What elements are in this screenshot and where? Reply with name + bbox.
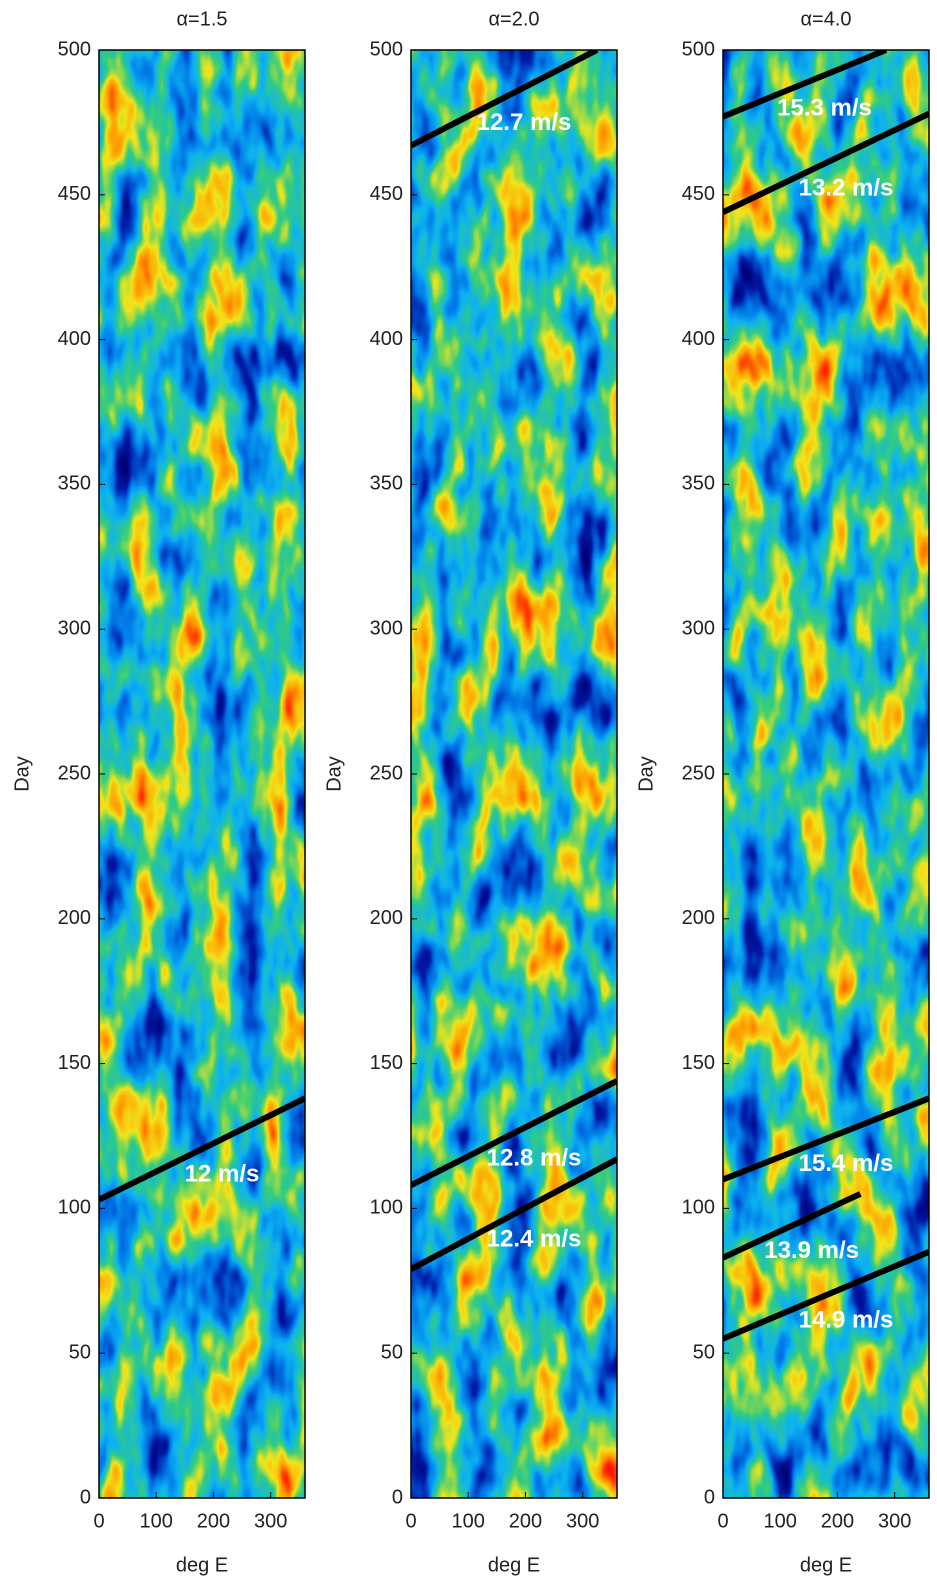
trend-line: [723, 1249, 929, 1342]
annotation-layer: 12 m/s: [99, 1095, 305, 1203]
y-tick-label: 250: [682, 762, 715, 784]
y-tick-label: 0: [704, 1486, 715, 1508]
x-tick-label: 300: [878, 1510, 911, 1532]
y-tick-label: 50: [693, 1341, 715, 1363]
speed-label: 12.8 m/s: [487, 1144, 582, 1171]
y-axis-label: Day: [635, 756, 657, 792]
y-tick-label: 100: [370, 1197, 403, 1219]
y-tick-label: 450: [58, 183, 91, 205]
panel-title: α=2.0: [488, 8, 539, 30]
y-tick-label: 100: [58, 1197, 91, 1219]
x-tick-label: 200: [821, 1510, 854, 1532]
y-tick-label: 0: [392, 1486, 403, 1508]
y-tick-label: 300: [370, 617, 403, 639]
speed-label: 15.3 m/s: [777, 95, 872, 122]
y-tick-label: 400: [58, 328, 91, 350]
x-axis-label: deg E: [800, 1554, 852, 1576]
trend-line: [99, 1095, 305, 1203]
heatmap-field: [411, 50, 617, 1498]
y-tick-label: 150: [682, 1052, 715, 1074]
y-tick-label: 450: [370, 183, 403, 205]
x-axis-label: deg E: [176, 1554, 228, 1576]
y-tick-label: 400: [682, 328, 715, 350]
y-tick-label: 250: [58, 762, 91, 784]
y-tick-label: 500: [58, 38, 91, 60]
y-tick-label: 350: [682, 473, 715, 495]
speed-label: 13.9 m/s: [764, 1237, 859, 1264]
annotation-layer: 15.3 m/s 13.2 m/s 15.4 m/s 13.9 m/s 14.9 m/s: [723, 50, 929, 1342]
trend-line: [411, 1078, 617, 1188]
annotation-layer: 12.7 m/s 12.8 m/s 12.4 m/s: [411, 50, 617, 1272]
trend-line: [723, 1095, 929, 1183]
y-tick-label: 350: [58, 473, 91, 495]
y-tick-label: 250: [370, 762, 403, 784]
y-tick-label: 150: [370, 1052, 403, 1074]
panel-title: α=4.0: [800, 8, 851, 30]
x-tick-label: 100: [140, 1510, 173, 1532]
y-tick-label: 50: [381, 1341, 403, 1363]
x-tick-label: 0: [405, 1510, 416, 1532]
x-tick-label: 0: [717, 1510, 728, 1532]
heatmap-field: [723, 50, 929, 1498]
speed-label: 12.7 m/s: [477, 109, 572, 136]
speed-label: 14.9 m/s: [799, 1307, 894, 1334]
y-tick-label: 300: [58, 617, 91, 639]
heatmap-field: [99, 50, 305, 1498]
y-tick-label: 200: [58, 907, 91, 929]
y-axis-label: Day: [11, 756, 33, 792]
trend-line: [723, 50, 888, 120]
y-tick-label: 50: [69, 1341, 91, 1363]
y-tick-label: 300: [682, 617, 715, 639]
x-tick-label: 300: [254, 1510, 287, 1532]
x-tick-label: 200: [197, 1510, 230, 1532]
x-tick-label: 300: [566, 1510, 599, 1532]
trend-line: [723, 111, 929, 215]
trend-line: [411, 1156, 617, 1272]
speed-label: 12.4 m/s: [487, 1226, 582, 1253]
x-tick-label: 100: [452, 1510, 485, 1532]
x-tick-label: 100: [764, 1510, 797, 1532]
x-axis-label: deg E: [488, 1554, 540, 1576]
trend-line: [411, 50, 599, 149]
y-tick-label: 100: [682, 1197, 715, 1219]
y-tick-label: 0: [80, 1486, 91, 1508]
y-tick-label: 400: [370, 328, 403, 350]
speed-label: 15.4 m/s: [799, 1150, 894, 1177]
speed-label: 13.2 m/s: [799, 174, 894, 201]
y-tick-label: 150: [58, 1052, 91, 1074]
y-tick-label: 500: [370, 38, 403, 60]
trend-line: [723, 1191, 862, 1261]
x-tick-label: 200: [509, 1510, 542, 1532]
y-tick-label: 200: [370, 907, 403, 929]
panel-title: α=1.5: [176, 8, 227, 30]
y-tick-label: 350: [370, 473, 403, 495]
x-tick-label: 0: [93, 1510, 104, 1532]
y-axis-label: Day: [323, 756, 345, 792]
y-tick-label: 200: [682, 907, 715, 929]
y-tick-label: 500: [682, 38, 715, 60]
y-tick-label: 450: [682, 183, 715, 205]
speed-label: 12 m/s: [185, 1160, 260, 1187]
